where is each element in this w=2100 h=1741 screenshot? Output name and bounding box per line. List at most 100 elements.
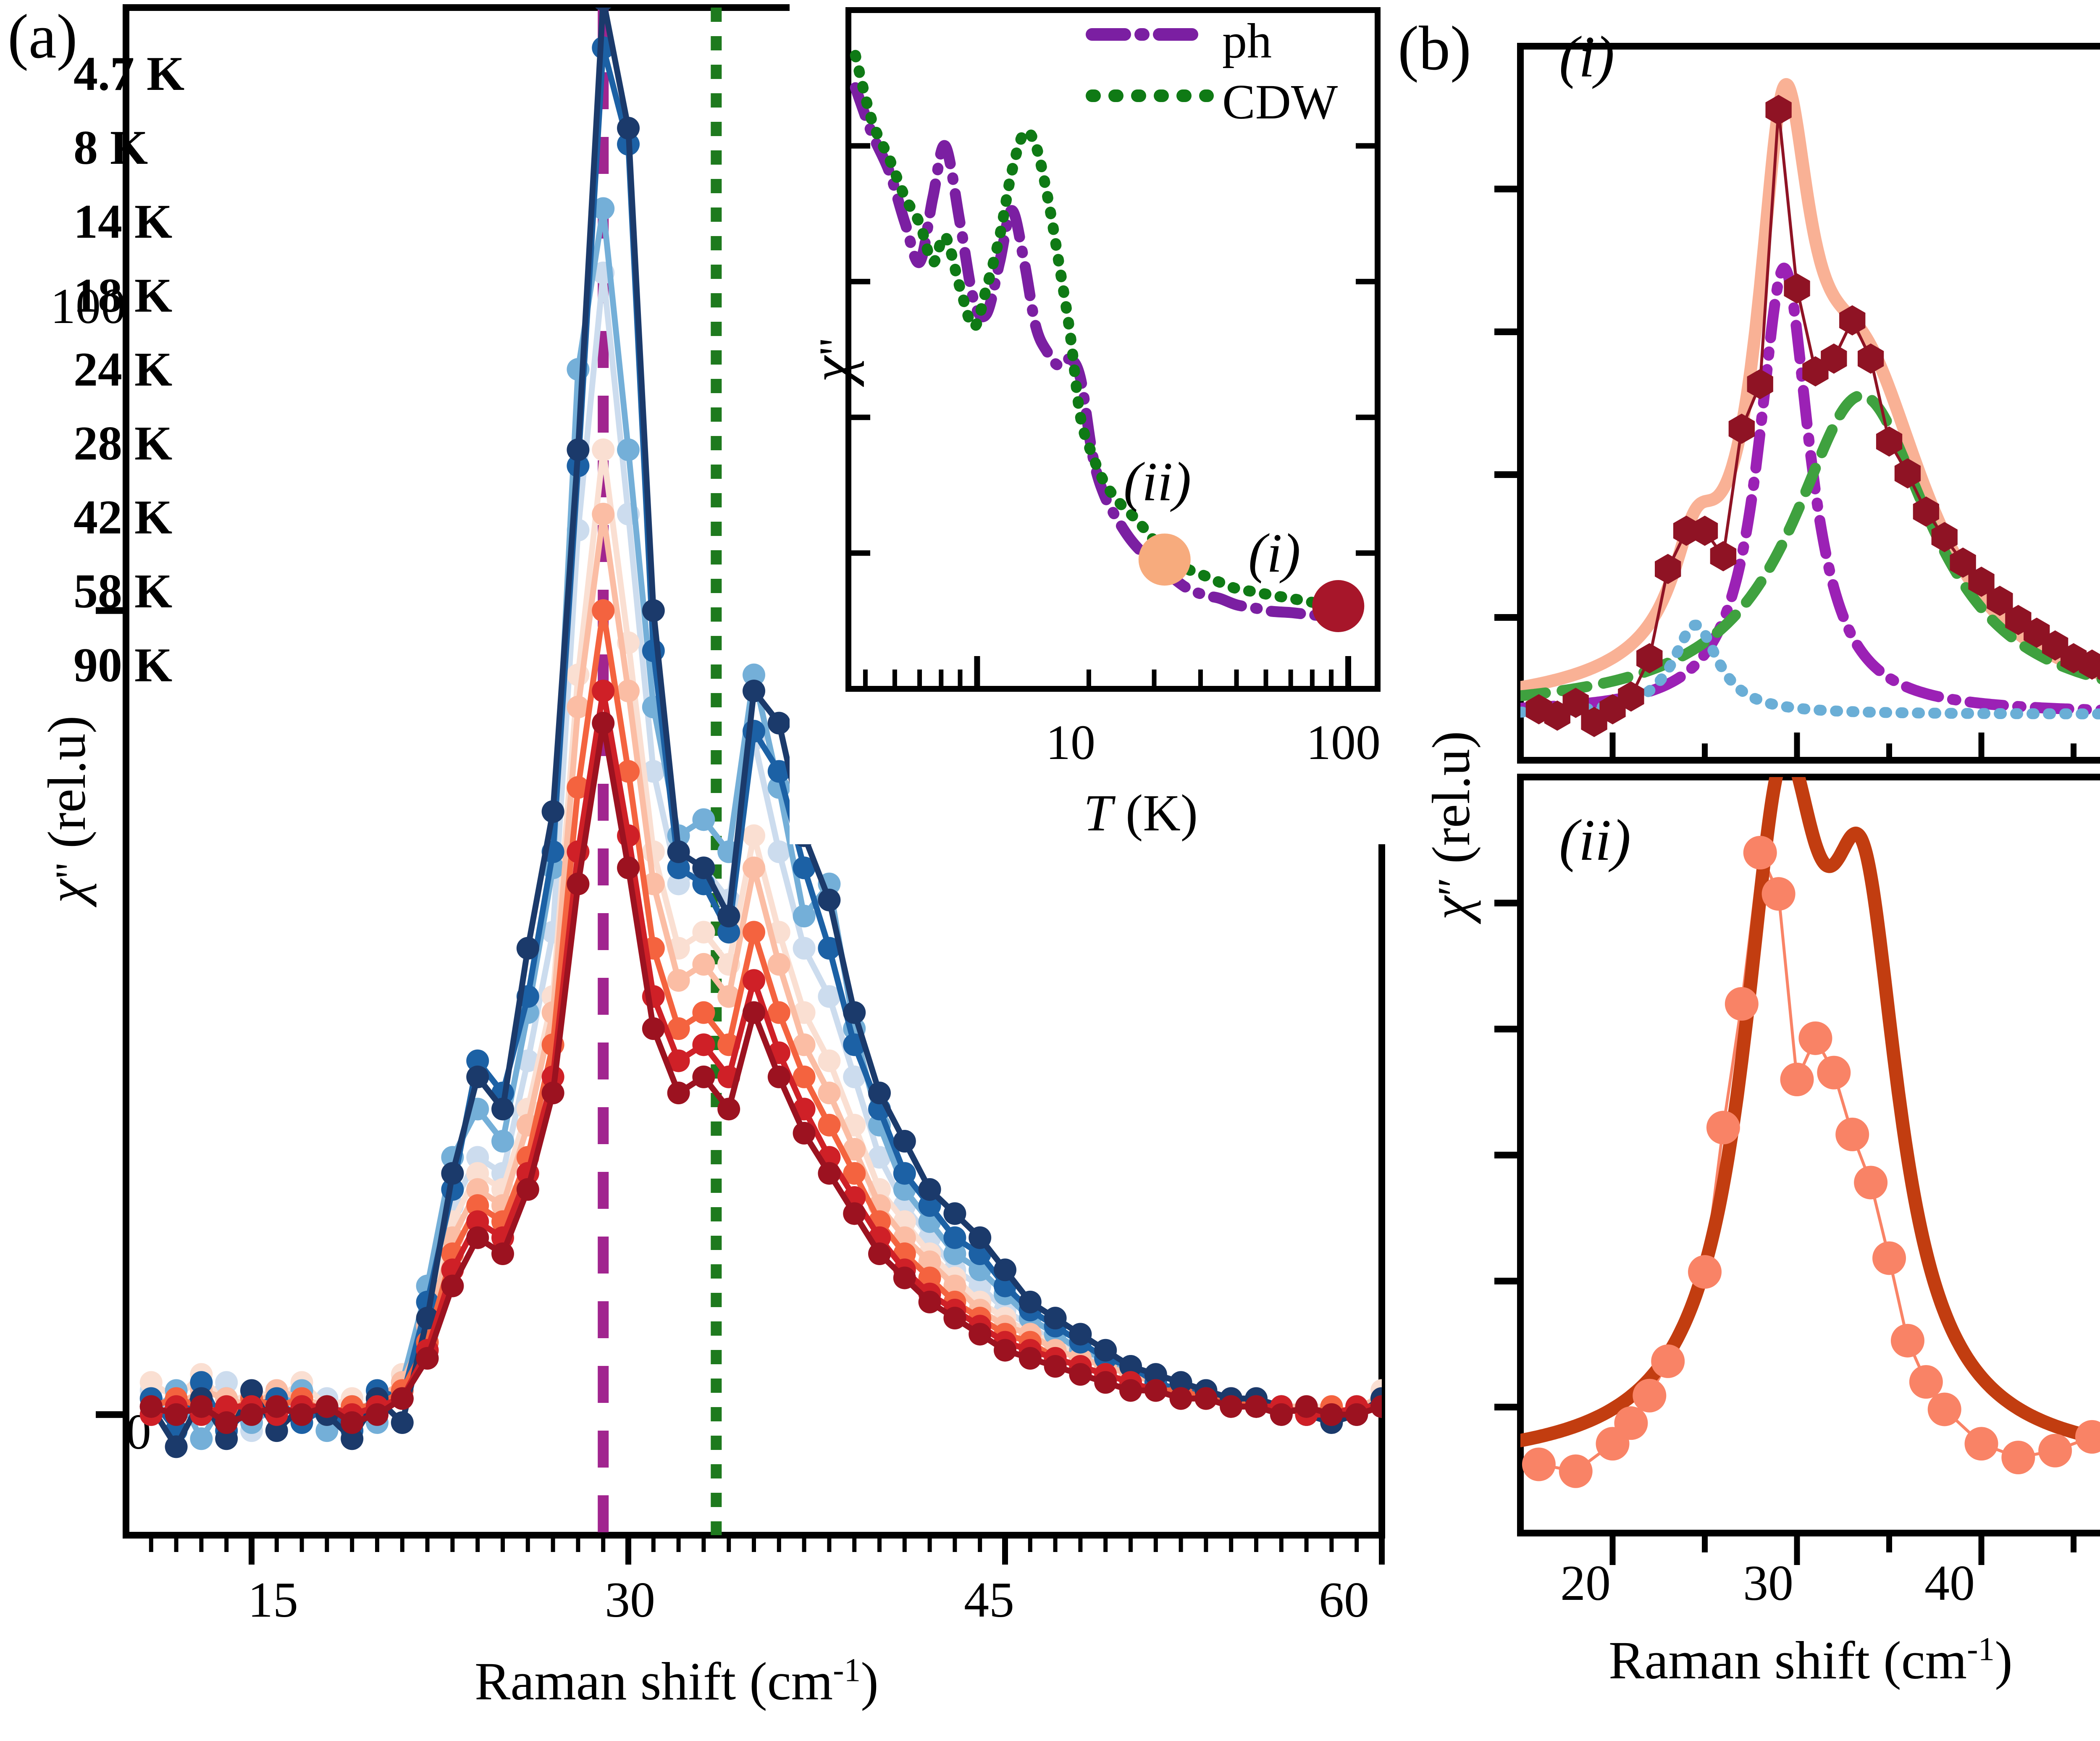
panel-a-ytick-100: 100 [50,278,126,334]
series-marker-4 [139,1371,163,1394]
panel-b-i-fit-low [1520,620,2100,720]
inset-xlabel: T (K) [1084,784,1198,842]
panel-a-inset: χ" ph CDW (ii) (i) 10 100 T (K) [790,4,1394,844]
series-marker-1 [943,1226,966,1249]
series-marker-8 [315,1395,339,1418]
panel-b-i-marker [1765,95,1792,125]
series-marker-0 [767,712,790,735]
series-marker-0 [1069,1323,1092,1346]
panel-b-i-tag: (i) [1559,24,1615,89]
series-marker-8 [692,1065,715,1088]
series-marker-0 [516,937,539,960]
series-marker-1 [466,1049,489,1072]
series-marker-5 [943,1274,966,1297]
panel-a-xlabel-end: ) [861,1652,879,1711]
series-marker-8 [843,1202,866,1225]
panel-b-ii-data-line [1538,847,2100,1473]
panel-b-i-marker [1839,305,1866,336]
series-marker-8 [1320,1403,1343,1426]
series-marker-8 [441,1274,464,1297]
panel-a-xlabel: Raman shift (cm-1) [475,1651,879,1712]
series-marker-6 [767,1001,790,1024]
panel-b-ii-marker [1927,1392,1961,1426]
inset-series-CDW [850,50,1344,612]
panel-b-i-marker [1821,343,1847,374]
series-marker-8 [190,1395,213,1418]
series-marker-8 [969,1323,992,1346]
series-marker-0 [441,1162,464,1185]
panel-b-ii-marker [1522,1447,1556,1481]
series-marker-8 [767,1065,790,1088]
panel-b-ii-marker [1706,1111,1740,1145]
legend-item-1[interactable]: 8 K [74,121,148,175]
inset-legend-cdw[interactable]: CDW [1222,74,1338,129]
series-marker-8 [466,1226,489,1249]
series-marker-8 [240,1403,263,1426]
series-marker-5 [466,1178,489,1201]
series-marker-6 [793,1065,816,1088]
series-marker-8 [139,1395,163,1418]
panel-b-i-marker [1894,458,1921,488]
panel-b-ii-marker [1835,1117,1869,1151]
panel-b-i-marker [1618,681,1644,712]
series-marker-8 [743,1001,765,1024]
series-marker-2 [617,438,640,461]
series-marker-2 [315,1419,339,1442]
series-marker-8 [1094,1371,1117,1394]
panel-a-plot [96,4,1385,1565]
series-marker-8 [165,1403,188,1426]
series-marker-8 [1370,1395,1382,1418]
panel-b-ii-marker [1817,1056,1851,1090]
series-marker-2 [793,905,816,928]
series-marker-0 [391,1411,414,1434]
panel-b-xlabel-end: ) [1995,1631,2013,1690]
series-marker-7 [743,969,765,992]
series-marker-8 [391,1387,414,1410]
series-marker-0 [1018,1290,1042,1313]
series-marker-1 [818,937,841,960]
panel-b-tag: (b) [1398,13,1471,83]
series-marker-8 [516,1178,539,1201]
panel-b-ii-marker [1909,1365,1943,1399]
series-marker-0 [265,1419,288,1442]
series-marker-5 [567,696,590,719]
series-marker-0 [567,438,590,461]
panel-b-ii-marker [1890,1323,1924,1358]
panel-a-xlabel-main: Raman shift (cm [475,1652,833,1711]
series-marker-4 [466,1162,489,1185]
series-marker-8 [1270,1403,1293,1426]
inset-marker-i [1312,580,1365,633]
series-marker-0 [743,680,765,703]
series-marker-4 [743,824,765,847]
series-marker-8 [290,1403,313,1426]
series-marker-5 [717,985,740,1008]
series-marker-5 [667,969,690,992]
series-marker-3 [667,872,690,895]
series-marker-4 [818,1049,841,1072]
panel-b-i-data [1520,78,2100,737]
series-marker-0 [843,1001,866,1024]
series-marker-2 [943,1242,966,1266]
series-marker-8 [341,1411,364,1434]
series-marker-6 [617,760,640,783]
series-marker-7 [592,680,615,703]
inset-data [850,50,1365,633]
series-marker-8 [1220,1395,1243,1418]
series-marker-1 [893,1162,916,1185]
inset-legend-ph[interactable]: ph [1222,13,1272,68]
series-marker-3 [818,985,841,1008]
series-marker-0 [491,1098,514,1121]
series-marker-0 [667,840,690,863]
panel-b-i-marker [1784,273,1810,304]
inset-annotation-ii: (ii) [1124,451,1192,512]
panel-b-xtick-40: 40 [1924,1555,1975,1611]
series-marker-3 [969,1274,992,1297]
panel-b-ii-marker [1780,1063,1814,1096]
series-marker-8 [366,1403,388,1426]
inset-marker-ii [1138,533,1191,586]
series-marker-8 [717,1098,740,1121]
panel-b-ii-tag: (ii) [1559,808,1631,873]
series-marker-8 [1295,1395,1318,1418]
series-marker-8 [994,1339,1016,1362]
inset-axes [845,7,1381,692]
